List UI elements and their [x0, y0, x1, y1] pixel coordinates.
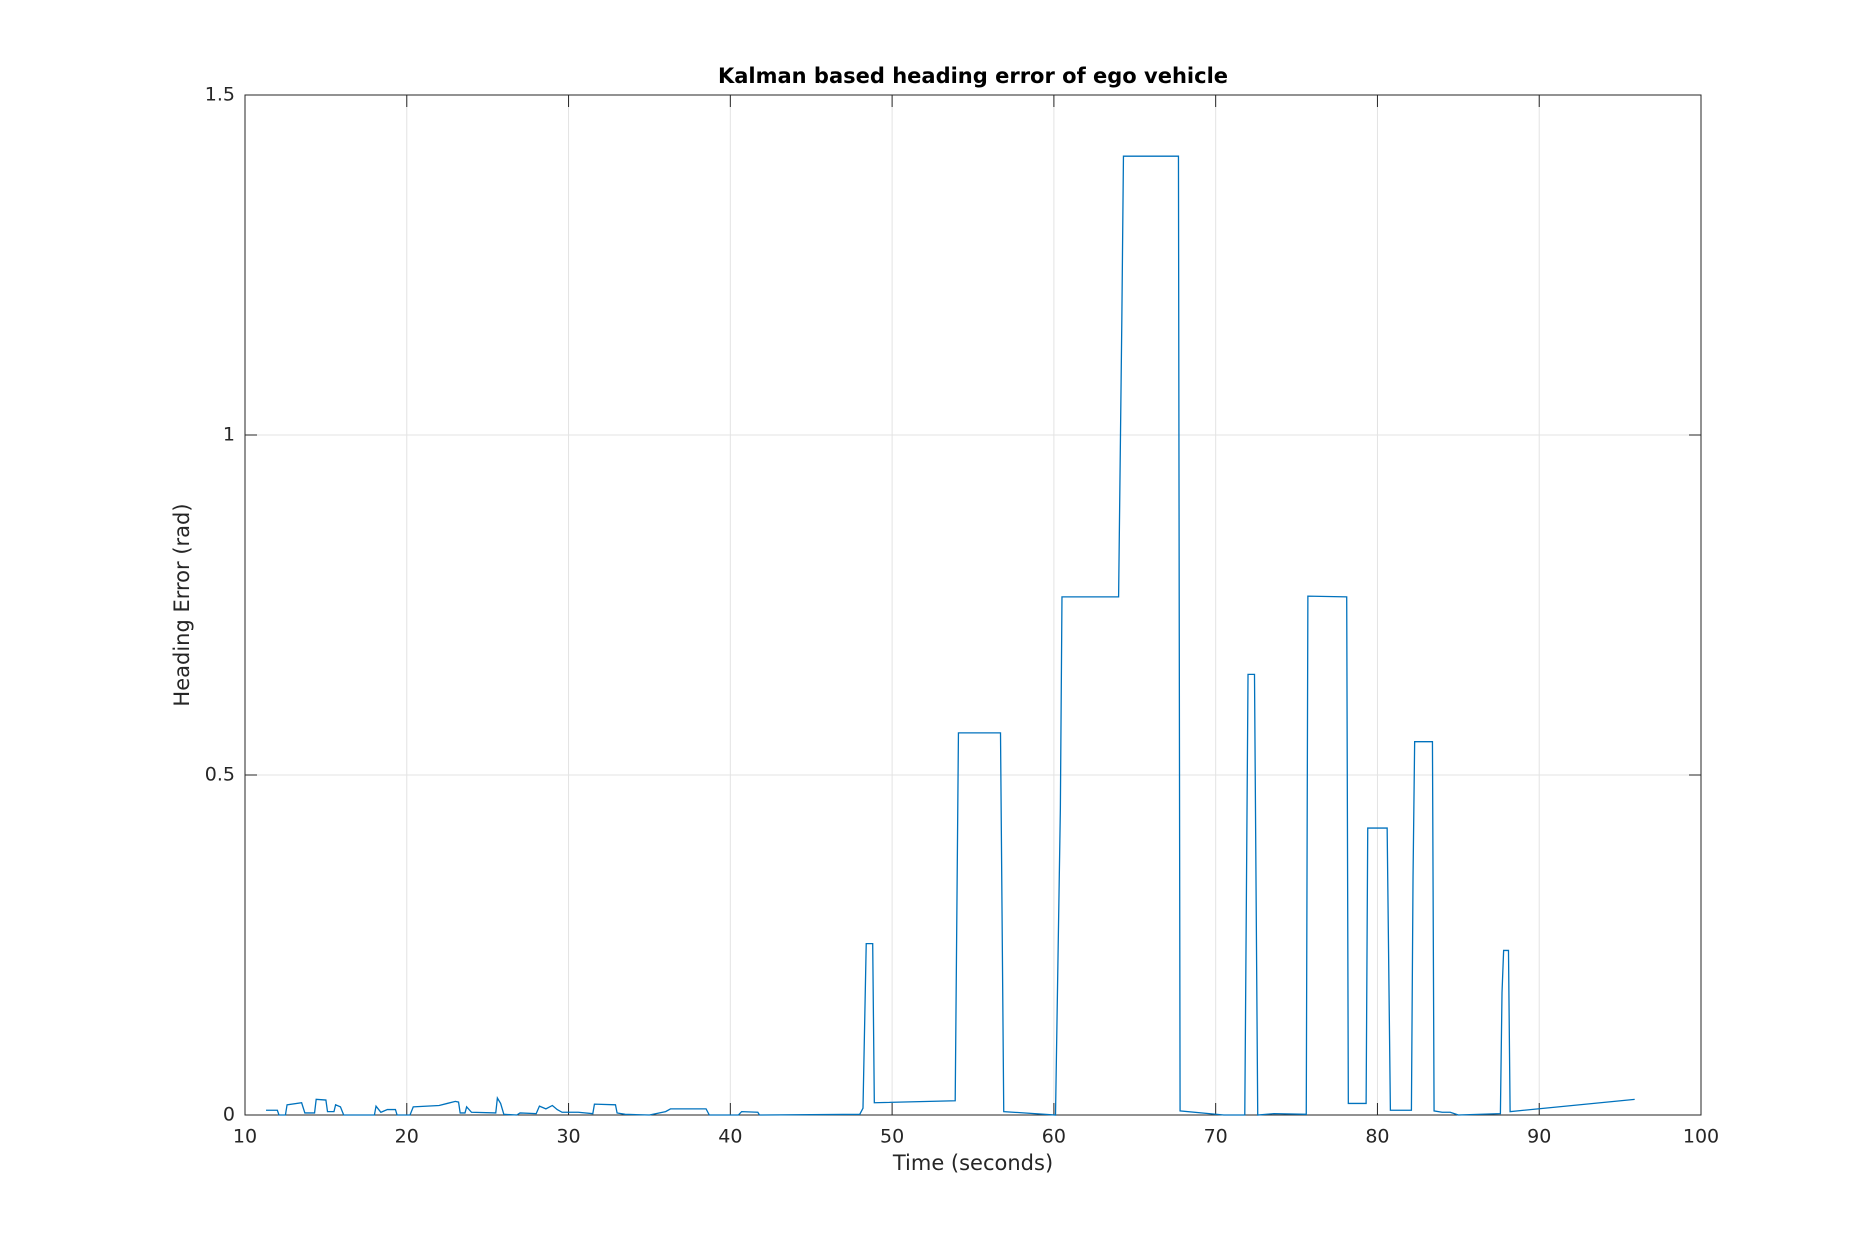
chart-title: Kalman based heading error of ego vehicl…	[718, 64, 1228, 88]
x-tick-label: 30	[556, 1126, 580, 1148]
data-line	[266, 155, 1635, 1116]
x-tick-label: 90	[1527, 1126, 1551, 1148]
x-tick-label: 50	[880, 1126, 904, 1148]
y-tick-label: 0	[223, 1104, 235, 1126]
x-tick-label: 20	[395, 1126, 419, 1148]
axes-box	[244, 94, 1702, 1116]
x-tick-label: 100	[1683, 1126, 1719, 1148]
x-tick-label: 70	[1204, 1126, 1228, 1148]
y-axis-label: Heading Error (rad)	[170, 503, 194, 706]
y-tick-label: 1.5	[205, 84, 235, 106]
x-tick-label: 60	[1042, 1126, 1066, 1148]
x-tick-label: 10	[233, 1126, 257, 1148]
y-tick-label: 0.5	[205, 764, 235, 786]
y-tick-label: 1	[223, 424, 235, 446]
x-tick-label: 80	[1365, 1126, 1389, 1148]
x-axis-label: Time (seconds)	[892, 1151, 1053, 1175]
x-tick-label: 40	[718, 1126, 742, 1148]
